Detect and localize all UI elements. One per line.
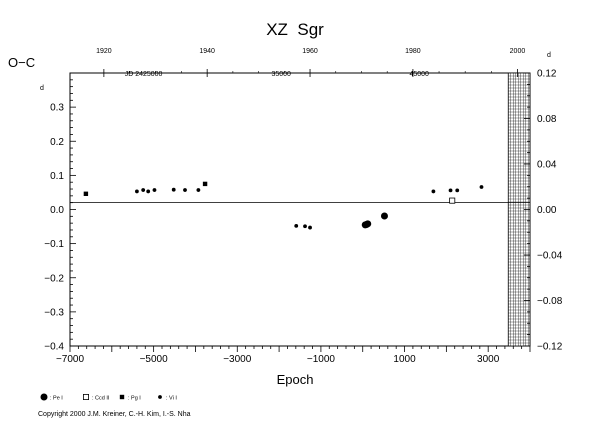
year-tick-label: 1920 [96, 48, 112, 55]
y-tick-label-right: 0.04 [537, 160, 557, 171]
y-tick-label-left: −0.2 [44, 273, 64, 284]
data-point [308, 225, 312, 230]
data-point [364, 220, 372, 228]
legend-marker [158, 395, 162, 399]
legend-marker [40, 393, 48, 401]
y-tick-label-right: 0.08 [537, 114, 557, 125]
y-tick-label-right: 0.00 [537, 205, 557, 216]
x-tick-label: 3000 [477, 354, 500, 365]
data-point [431, 189, 436, 194]
data-point [455, 188, 460, 193]
year-tick-label: 1980 [405, 48, 421, 55]
copyright-text: Copyright 2000 J.M. Kreiner, C.-H. Kim, … [38, 411, 191, 418]
legend-label: : Vi I [166, 396, 177, 402]
y-tick-label-left: 0.0 [50, 205, 64, 216]
year-tick-label: 1960 [302, 48, 318, 55]
data-point [303, 224, 307, 229]
y-tick-label-left: −0.4 [44, 342, 64, 353]
y-tick-label-left: 0.3 [50, 103, 64, 114]
jd-tick-label: JD 2425000 [125, 71, 163, 78]
x-tick-label: −7000 [56, 354, 85, 365]
legend-marker [83, 393, 90, 400]
x-tick-label: 1000 [393, 354, 416, 365]
axis-ticks [69, 69, 531, 352]
y-tick-label-left: −0.1 [44, 239, 64, 250]
y-axis-label: O−C [8, 55, 35, 70]
x-tick-label: −1000 [307, 354, 336, 365]
jd-tick-label: 35000 [271, 71, 291, 78]
legend: : Pe I : Ccd II : Pg I : Vi I [40, 393, 177, 402]
x-tick-label: −5000 [140, 354, 169, 365]
chart-title: XZ Sgr [266, 20, 324, 39]
legend-marker [119, 394, 125, 400]
data-point [448, 188, 453, 193]
data-point [141, 188, 146, 192]
data-point [135, 189, 139, 194]
data-point [380, 212, 388, 220]
data-point [294, 223, 299, 228]
y-axis-unit-left: d [40, 85, 44, 92]
data-point [196, 188, 201, 192]
y-tick-label-left: 0.1 [50, 171, 64, 182]
jd-tick-label: 45000 [409, 71, 429, 78]
axis-tick-labels: −7000 −5000 −3000 −1000 1000 3000 0.3 0.2 0.1 0.0… [44, 48, 562, 365]
data-points [83, 181, 484, 230]
legend-label: : Pe I [50, 396, 63, 402]
data-point [146, 189, 151, 194]
y-tick-label-right: 0.12 [537, 69, 557, 80]
legend-label: : Pg I [128, 396, 141, 402]
y-tick-label-left: −0.3 [44, 307, 64, 318]
data-point [83, 191, 89, 197]
y-axis-unit-right: d [547, 52, 551, 59]
y-tick-label-right: −0.12 [537, 342, 563, 353]
data-point [152, 188, 157, 192]
plot-frame [69, 72, 531, 347]
x-axis-label: Epoch [277, 372, 314, 387]
year-tick-label: 1940 [199, 48, 215, 55]
data-point [479, 185, 484, 189]
data-point [171, 187, 176, 192]
y-tick-label-right: −0.04 [537, 251, 563, 262]
legend-label: : Ccd II [92, 396, 110, 402]
data-point [183, 188, 187, 192]
y-tick-label-left: 0.2 [50, 137, 64, 148]
data-point [449, 197, 456, 204]
year-tick-label: 2000 [510, 48, 526, 55]
y-tick-label-right: −0.08 [537, 296, 563, 307]
x-tick-label: −3000 [223, 354, 252, 365]
data-point [202, 181, 208, 187]
